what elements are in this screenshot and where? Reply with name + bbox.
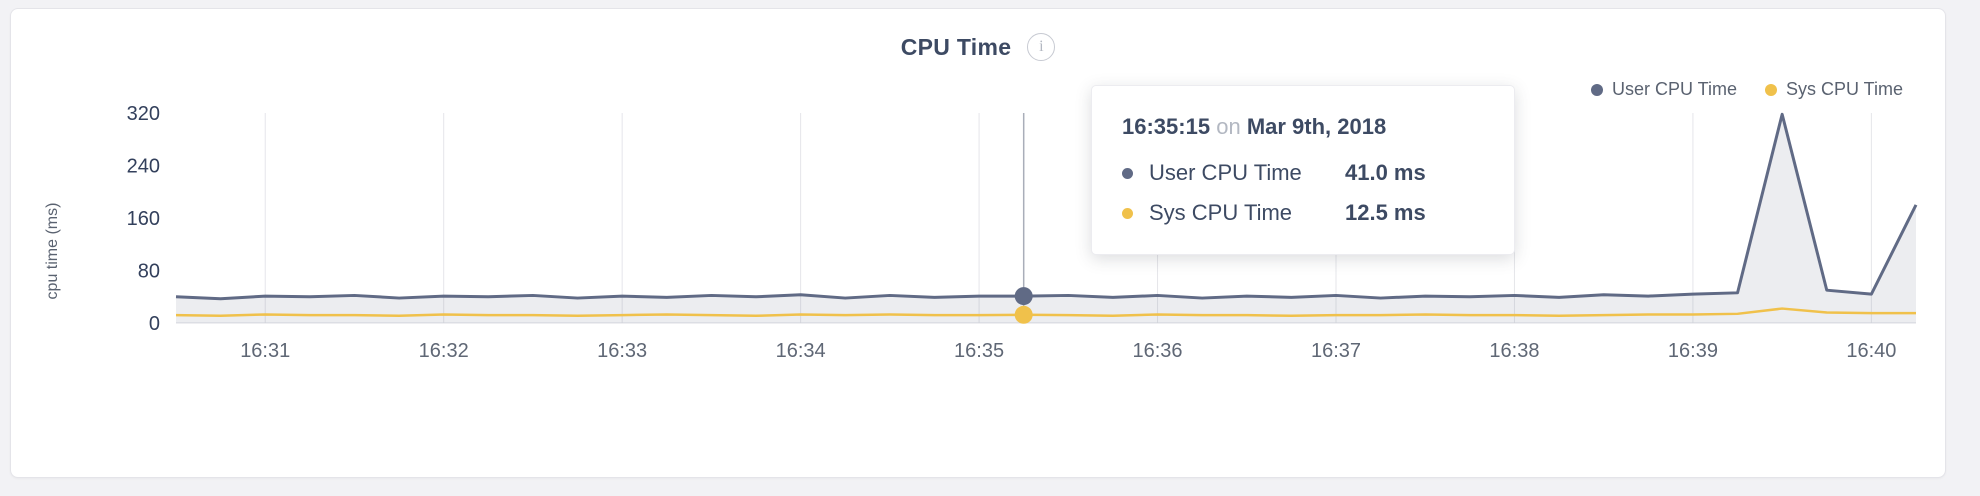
info-icon[interactable]: i <box>1027 33 1056 61</box>
x-tick-label: 16:33 <box>597 340 647 362</box>
tooltip-label-sys: Sys CPU Time <box>1149 200 1293 225</box>
x-tick-label: 16:39 <box>1668 340 1718 362</box>
tooltip-header: 16:35:15 on Mar 9th, 2018 <box>1122 114 1484 140</box>
sys-series-dot-icon <box>1764 83 1777 96</box>
x-tick-label: 16:38 <box>1489 340 1539 362</box>
tooltip-on-word: on <box>1216 114 1241 139</box>
sys-cpu-line <box>175 307 1916 318</box>
y-tick-label: 160 <box>127 208 160 230</box>
sys-series-dot-icon <box>1122 207 1133 219</box>
tooltip-row-user: User CPU Time 41.0 ms <box>1122 160 1484 186</box>
chart-plot-area[interactable]: 16:31 16:32 16:33 16:34 16:35 16:36 16:37 16:38… <box>11 9 1947 479</box>
legend: User CPU Time Sys CPU Time <box>1590 79 1903 100</box>
y-tick-label: 80 <box>138 261 160 283</box>
x-tick-label: 16:34 <box>776 340 826 362</box>
user-cpu-line <box>175 112 1918 301</box>
tooltip-time: 16:35:15 <box>1122 114 1211 139</box>
user-series-dot-icon <box>1122 167 1133 179</box>
tooltip-row-sys: Sys CPU Time 12.5 ms <box>1122 200 1484 226</box>
chart-tooltip: 16:35:15 on Mar 9th, 2018 User CPU Time … <box>1091 85 1515 255</box>
legend-label-sys: Sys CPU Time <box>1785 79 1903 99</box>
x-tick-label: 16:32 <box>419 340 469 362</box>
x-tick-label: 16:31 <box>240 340 290 362</box>
cpu-time-chart-card: CPU Time i User CPU Time Sys CPU Time cp… <box>10 8 1946 478</box>
user-point-marker <box>1014 287 1033 306</box>
tooltip-value-sys: 12.5 ms <box>1345 200 1426 225</box>
y-tick-label: 0 <box>149 313 160 335</box>
tooltip-value-user: 41.0 ms <box>1345 160 1426 185</box>
legend-item-user-cpu-time[interactable]: User CPU Time <box>1590 79 1737 100</box>
chart-header: CPU Time i <box>11 33 1945 61</box>
user-series-dot-icon <box>1590 83 1603 96</box>
x-tick-label: 16:35 <box>954 340 1004 362</box>
user-cpu-area <box>176 114 1916 323</box>
sys-point-marker <box>1014 305 1033 324</box>
legend-item-sys-cpu-time[interactable]: Sys CPU Time <box>1764 79 1903 100</box>
tooltip-date: Mar 9th, 2018 <box>1246 114 1387 139</box>
chart-title: CPU Time <box>900 33 1012 60</box>
x-tick-label: 16:37 <box>1311 340 1361 362</box>
legend-label-user: User CPU Time <box>1611 79 1737 99</box>
x-tick-label: 16:36 <box>1133 340 1183 362</box>
y-tick-label: 320 <box>127 103 160 125</box>
tooltip-label-user: User CPU Time <box>1149 160 1302 185</box>
y-tick-label: 240 <box>127 156 160 178</box>
x-tick-label: 16:40 <box>1846 340 1896 362</box>
